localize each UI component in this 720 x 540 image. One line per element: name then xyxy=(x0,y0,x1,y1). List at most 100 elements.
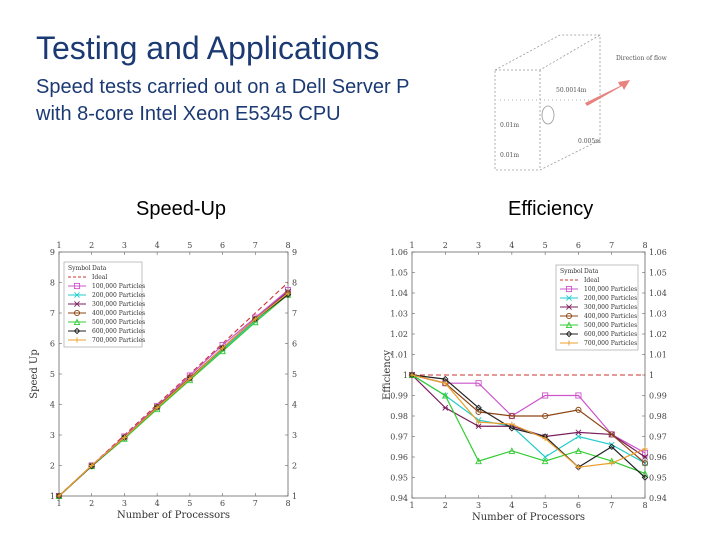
efficiency-data-point xyxy=(608,443,615,450)
speedup-xtick-label: 1 xyxy=(56,499,61,508)
efficiency-legend-marker xyxy=(565,330,573,338)
efficiency-ytick-label: 0.99 xyxy=(390,392,408,401)
speedup-legend-entry: 700,000 Particles xyxy=(92,337,145,344)
speedup-series-7 xyxy=(56,290,291,499)
efficiency-data-point xyxy=(508,412,515,420)
speedup-xtick-label: 2 xyxy=(89,499,94,508)
efficiency-data-point xyxy=(475,457,482,465)
efficiency-data-point xyxy=(508,425,516,432)
efficiency-ytick-label: 1.05 xyxy=(390,269,408,278)
speedup-legend-marker xyxy=(73,309,81,317)
speedup-xtick-label: 6 xyxy=(220,499,225,508)
efficiency-data-point xyxy=(542,392,549,399)
efficiency-ytick-label-right: 1.01 xyxy=(649,351,667,360)
efficiency-ytick-label-right: 1.05 xyxy=(649,269,667,278)
efficiency-xtick-label: 5 xyxy=(543,501,548,510)
efficiency-data-point xyxy=(575,392,582,399)
subtitle-line-1: Speed tests carried out on a Dell Server… xyxy=(36,76,410,98)
efficiency-data-point xyxy=(541,457,549,465)
efficiency-data-point xyxy=(508,447,516,454)
speedup-xtick-label: 3 xyxy=(122,499,127,508)
efficiency-data-point xyxy=(475,423,482,430)
efficiency-xtick-label-top: 1 xyxy=(409,241,414,250)
efficiency-ytick-label: 1.03 xyxy=(390,310,408,319)
efficiency-legend-header-data: Data xyxy=(584,268,599,275)
speedup-ytick-label-right: 3 xyxy=(292,431,297,440)
efficiency-series-line xyxy=(411,374,646,478)
speedup-xtick-label-top: 4 xyxy=(155,241,160,250)
efficiency-data-point xyxy=(641,460,649,467)
speedup-legend-marker xyxy=(73,318,81,326)
efficiency-ytick-label-right: 0.98 xyxy=(649,412,667,421)
efficiency-legend-header-symbol: Symbol xyxy=(560,268,583,275)
efficiency-legend-entry: 300,000 Particles xyxy=(584,304,637,311)
speedup-legend-entry: 300,000 Particles xyxy=(92,301,145,308)
speedup-data-point xyxy=(187,375,193,382)
speedup-ytick-label-right: 8 xyxy=(292,279,297,288)
speedup-legend-entry: 600,000 Particles xyxy=(92,328,145,335)
speedup-legend-entry: 100,000 Particles xyxy=(92,283,145,290)
speedup-legend-marker xyxy=(74,301,80,307)
speedup-data-point xyxy=(285,290,291,296)
speedup-ytick-label: 9 xyxy=(50,248,55,257)
efficiency-ytick-label: 1.02 xyxy=(390,330,408,339)
speedup-legend-entry: 500,000 Particles xyxy=(92,319,145,326)
speedup-ytick-label-right: 7 xyxy=(292,309,297,318)
speedup-x-axis-label: Number of Processors xyxy=(117,510,230,521)
efficiency-ytick-label: 0.95 xyxy=(390,474,408,483)
speedup-legend-entry: Ideal xyxy=(92,274,107,281)
efficiency-ytick-label: 0.94 xyxy=(390,494,408,503)
efficiency-ytick-label: 0.96 xyxy=(390,453,408,462)
speedup-ytick-label: 4 xyxy=(50,401,55,410)
efficiency-data-point xyxy=(441,391,449,399)
speedup-xtick-label: 7 xyxy=(253,499,258,508)
efficiency-ytick-label-right: 1.02 xyxy=(649,330,667,339)
efficiency-legend-marker xyxy=(566,340,572,346)
efficiency-x-axis-label: Number of Processors xyxy=(472,512,585,523)
efficiency-legend-marker xyxy=(566,295,572,301)
efficiency-data-point xyxy=(642,446,648,452)
speedup-xtick-label-top: 5 xyxy=(187,241,192,250)
speedup-ytick-label-right: 2 xyxy=(292,462,297,471)
speedup-xtick-label-top: 8 xyxy=(285,241,290,250)
efficiency-series-line xyxy=(411,374,646,464)
speedup-data-point xyxy=(121,434,128,441)
speedup-ytick-label-right: 6 xyxy=(292,340,297,349)
efficiency-ytick-label-right: 1.06 xyxy=(649,248,667,257)
efficiency-xtick-label: 3 xyxy=(476,501,481,510)
efficiency-data-point xyxy=(575,447,582,454)
speedup-ytick-label: 2 xyxy=(50,462,55,471)
efficiency-xtick-label-top: 2 xyxy=(443,241,448,250)
slide-subtitle: Speed tests carried out on a Dell Server… xyxy=(36,74,484,128)
efficiency-ytick-label: 1.04 xyxy=(390,289,408,298)
efficiency-legend-entry: 600,000 Particles xyxy=(584,331,637,338)
speedup-legend-marker xyxy=(73,327,81,335)
efficiency-ytick-label-right: 1.04 xyxy=(649,289,667,298)
speedup-ytick-label: 6 xyxy=(50,340,55,349)
efficiency-legend-entry: 100,000 Particles xyxy=(584,286,637,293)
efficiency-ytick-label-right: 1 xyxy=(649,371,654,380)
speedup-y-axis-label: Speed Up xyxy=(29,349,40,399)
speedup-ytick-label-right: 4 xyxy=(292,401,297,410)
speedup-legend-entry: 400,000 Particles xyxy=(92,310,145,317)
efficiency-xtick-label: 7 xyxy=(609,501,614,510)
efficiency-xtick-label-top: 4 xyxy=(509,241,514,250)
efficiency-series-line xyxy=(411,374,646,468)
efficiency-ytick-label: 1.01 xyxy=(390,351,408,360)
speedup-legend-marker xyxy=(73,282,81,290)
efficiency-data-point xyxy=(475,380,482,387)
efficiency-data-point xyxy=(542,435,548,442)
efficiency-ytick-label: 0.97 xyxy=(390,433,408,442)
efficiency-data-point xyxy=(475,419,482,425)
speedup-legend-header-symbol: Symbol xyxy=(68,265,91,272)
speedup-legend-entry: 200,000 Particles xyxy=(92,292,145,299)
speedup-legend-marker xyxy=(74,337,80,343)
efficiency-data-point xyxy=(641,469,649,477)
efficiency-data-point xyxy=(609,460,615,466)
efficiency-xtick-label: 1 xyxy=(409,501,414,510)
efficiency-data-point xyxy=(542,412,549,420)
efficiency-data-point xyxy=(442,404,449,411)
efficiency-xtick-label-top: 3 xyxy=(476,241,481,250)
speedup-ytick-label: 8 xyxy=(50,279,55,288)
efficiency-legend-marker xyxy=(565,312,573,320)
